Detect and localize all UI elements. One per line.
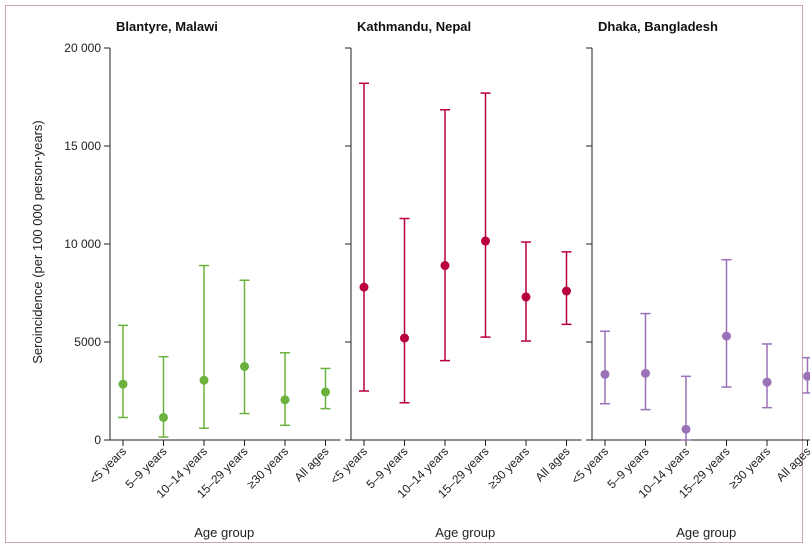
y-tick-label: 20 000: [64, 41, 101, 55]
x-tick-label: ≥30 years: [244, 444, 291, 491]
x-tick-label: All ages: [533, 444, 573, 484]
data-point: [199, 375, 209, 385]
data-point: [280, 395, 290, 405]
y-tick-label: 0: [94, 433, 101, 447]
data-point: [321, 387, 330, 397]
x-tick-label: ≥30 years: [726, 444, 773, 491]
x-axis-label: Age group: [435, 525, 495, 540]
data-point: [359, 282, 369, 292]
data-point: [722, 331, 731, 341]
y-tick-label: 10 000: [64, 237, 101, 251]
data-point: [562, 286, 571, 296]
data-point: [240, 362, 249, 371]
panel-title: Blantyre, Malawi: [116, 19, 218, 34]
y-tick-label: 15 000: [64, 139, 101, 153]
data-point: [681, 424, 691, 434]
data-point: [159, 412, 168, 422]
data-point: [521, 292, 531, 302]
data-point: [481, 236, 490, 246]
x-tick-label: All ages: [774, 444, 810, 484]
data-point: [400, 333, 409, 343]
y-axis-label: Seroincidence (per 100 000 person-years): [30, 120, 45, 364]
x-axis-label: Age group: [676, 525, 736, 540]
y-tick-label: 5000: [74, 335, 101, 349]
x-tick-label: All ages: [292, 444, 332, 484]
data-point: [762, 377, 772, 387]
x-axis-label: Age group: [194, 525, 254, 540]
panel-title: Dhaka, Bangladesh: [598, 19, 718, 34]
data-point: [440, 261, 450, 271]
data-point: [803, 371, 810, 381]
panel-title: Kathmandu, Nepal: [357, 19, 471, 34]
x-tick-label: ≥30 years: [485, 444, 532, 491]
data-point: [600, 369, 610, 379]
data-point: [118, 379, 128, 389]
data-point: [641, 368, 650, 378]
